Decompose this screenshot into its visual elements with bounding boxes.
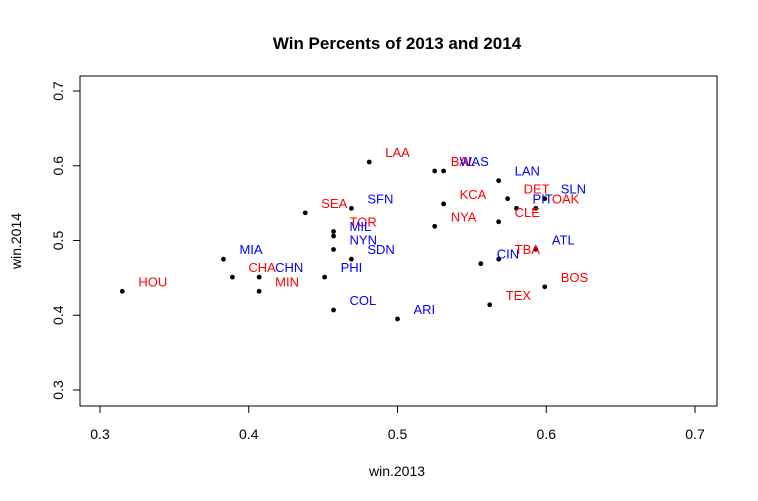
point-label: MIN (275, 274, 299, 289)
data-point (496, 178, 502, 184)
y-axis-label: win.2014 (8, 213, 24, 270)
point-label: COL (350, 293, 377, 308)
data-point (487, 302, 493, 308)
data-point (119, 288, 125, 294)
point-label: LAN (515, 164, 540, 179)
data-point (348, 256, 354, 262)
point-label: CLE (515, 205, 541, 220)
point-label: ARI (414, 302, 436, 317)
point-label: PIT (533, 191, 553, 206)
data-point (302, 210, 308, 216)
data-point (366, 159, 372, 165)
data-point (322, 274, 328, 280)
point-label: SFN (367, 191, 393, 206)
point-label: TBA (515, 242, 541, 257)
data-point (348, 205, 354, 211)
y-axis: 0.3 0.4 0.5 0.6 0.7 (50, 81, 81, 400)
y-tick-label: 0.4 (50, 305, 66, 325)
data-point (441, 201, 447, 207)
point-label: DET (524, 182, 550, 197)
x-tick-label: 0.4 (239, 426, 259, 442)
y-tick-label: 0.7 (50, 81, 66, 101)
point-label: LAA (385, 145, 410, 160)
point-label: WAS (460, 154, 489, 169)
chart-title: Win Percents of 2013 and 2014 (273, 34, 522, 53)
data-point (432, 168, 438, 174)
data-points (119, 159, 548, 322)
y-tick-label: 0.3 (50, 380, 66, 400)
point-label: OAK (552, 191, 580, 206)
x-tick-label: 0.3 (90, 426, 110, 442)
x-axis-label: win.2013 (368, 463, 425, 479)
point-label: SEA (321, 196, 347, 211)
x-axis: 0.3 0.4 0.5 0.6 0.7 (90, 405, 705, 442)
data-point (478, 261, 484, 267)
point-label: CHN (275, 260, 303, 275)
point-label: TOR (350, 215, 377, 230)
point-label: CIN (497, 247, 519, 262)
point-label: NYN (350, 232, 377, 247)
data-point (395, 316, 400, 322)
data-point (331, 233, 336, 239)
point-label: BAL (451, 154, 476, 169)
x-tick-label: 0.5 (388, 426, 408, 442)
data-point (542, 196, 548, 202)
data-point (496, 256, 502, 262)
point-label: TEX (506, 288, 532, 303)
data-point (331, 229, 336, 234)
data-point (533, 247, 539, 252)
y-tick-label: 0.5 (50, 231, 66, 251)
x-tick-label: 0.7 (685, 426, 705, 442)
data-point (533, 205, 539, 211)
data-point (514, 205, 519, 211)
data-point (221, 256, 226, 262)
point-label: ATL (552, 232, 575, 247)
data-point (229, 274, 235, 280)
data-point (331, 307, 336, 313)
point-label: PHI (341, 260, 363, 275)
y-tick-label: 0.6 (50, 156, 66, 176)
data-point (496, 219, 502, 225)
point-label: MIA (239, 242, 262, 257)
data-point (256, 274, 262, 280)
point-label: MIL (350, 219, 372, 234)
point-label: HOU (138, 274, 167, 289)
data-point (542, 284, 548, 290)
point-label: BOS (561, 270, 589, 285)
data-point (441, 168, 447, 174)
data-point (505, 196, 510, 202)
point-label: SLN (561, 182, 586, 197)
data-point (256, 288, 262, 294)
point-label: KCA (460, 187, 487, 202)
data-point (432, 223, 438, 229)
point-label: CHA (248, 260, 276, 275)
point-label: NYA (451, 209, 477, 224)
x-tick-label: 0.6 (537, 426, 557, 442)
point-label: SDN (367, 242, 394, 257)
plot-frame (79, 75, 718, 407)
data-point (331, 247, 336, 252)
